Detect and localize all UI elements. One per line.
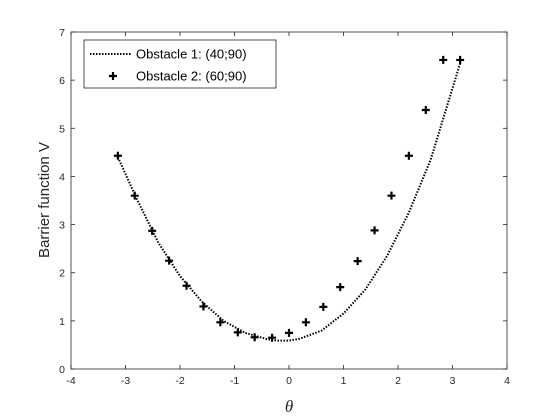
x-tick-label: 1 — [341, 375, 347, 387]
y-tick-label: 5 — [59, 123, 65, 135]
series-point-obstacle-2 — [182, 281, 191, 290]
series-point-obstacle-2 — [250, 333, 259, 342]
y-tick-label: 0 — [59, 364, 65, 376]
legend-swatch-obstacle-2 — [109, 72, 117, 80]
x-tick-label: -2 — [175, 375, 184, 387]
series-line-obstacle-1 — [116, 63, 462, 342]
series-point-obstacle-2 — [285, 328, 293, 337]
series-point-obstacle-2 — [319, 302, 328, 311]
series-point-obstacle-2 — [268, 333, 277, 342]
y-tick-label: 4 — [59, 171, 65, 183]
x-tick-label: -1 — [230, 375, 239, 387]
y-axis-ticks: 0 1 2 3 4 5 6 7 — [59, 27, 507, 376]
series-point-obstacle-2 — [439, 55, 448, 64]
series-point-obstacle-2 — [336, 283, 345, 292]
series-point-obstacle-2 — [233, 328, 242, 337]
series-point-obstacle-2 — [353, 257, 362, 266]
x-tick-label: 2 — [395, 375, 401, 387]
series-point-obstacle-2 — [216, 318, 225, 327]
x-tick-label: -4 — [66, 375, 75, 387]
legend-label-obstacle-1: Obstacle 1: (40;90) — [136, 47, 247, 62]
series-point-obstacle-2 — [199, 302, 208, 311]
y-axis-label: Barrier function V — [36, 142, 53, 258]
series-point-obstacle-2 — [130, 191, 139, 200]
series-layer — [113, 55, 465, 342]
x-axis-ticks: -4 -3 -2 -1 0 1 2 3 4 — [66, 32, 510, 387]
x-axis-label: θ — [285, 397, 293, 416]
legend: Obstacle 1: (40;90) Obstacle 2: (60;90) — [83, 39, 277, 89]
series-point-obstacle-2 — [370, 226, 379, 235]
series-point-obstacle-2 — [421, 105, 430, 114]
series-point-obstacle-2 — [165, 256, 174, 265]
series-point-obstacle-2 — [387, 191, 396, 200]
series-point-obstacle-2 — [404, 151, 413, 160]
x-tick-label: 0 — [286, 375, 292, 387]
series-point-obstacle-2 — [148, 226, 157, 235]
legend-label-obstacle-2: Obstacle 2: (60;90) — [136, 69, 247, 84]
y-tick-label: 6 — [59, 75, 65, 87]
legend-box — [83, 39, 277, 89]
y-tick-label: 2 — [59, 268, 65, 280]
y-tick-label: 1 — [59, 316, 65, 328]
x-tick-label: 3 — [450, 375, 456, 387]
series-point-obstacle-2 — [301, 318, 310, 327]
x-tick-label: -3 — [121, 375, 130, 387]
y-tick-label: 3 — [59, 220, 65, 232]
series-point-obstacle-2 — [456, 55, 465, 64]
x-tick-label: 4 — [504, 375, 510, 387]
y-tick-label: 7 — [59, 27, 65, 39]
series-point-obstacle-2 — [113, 151, 122, 160]
